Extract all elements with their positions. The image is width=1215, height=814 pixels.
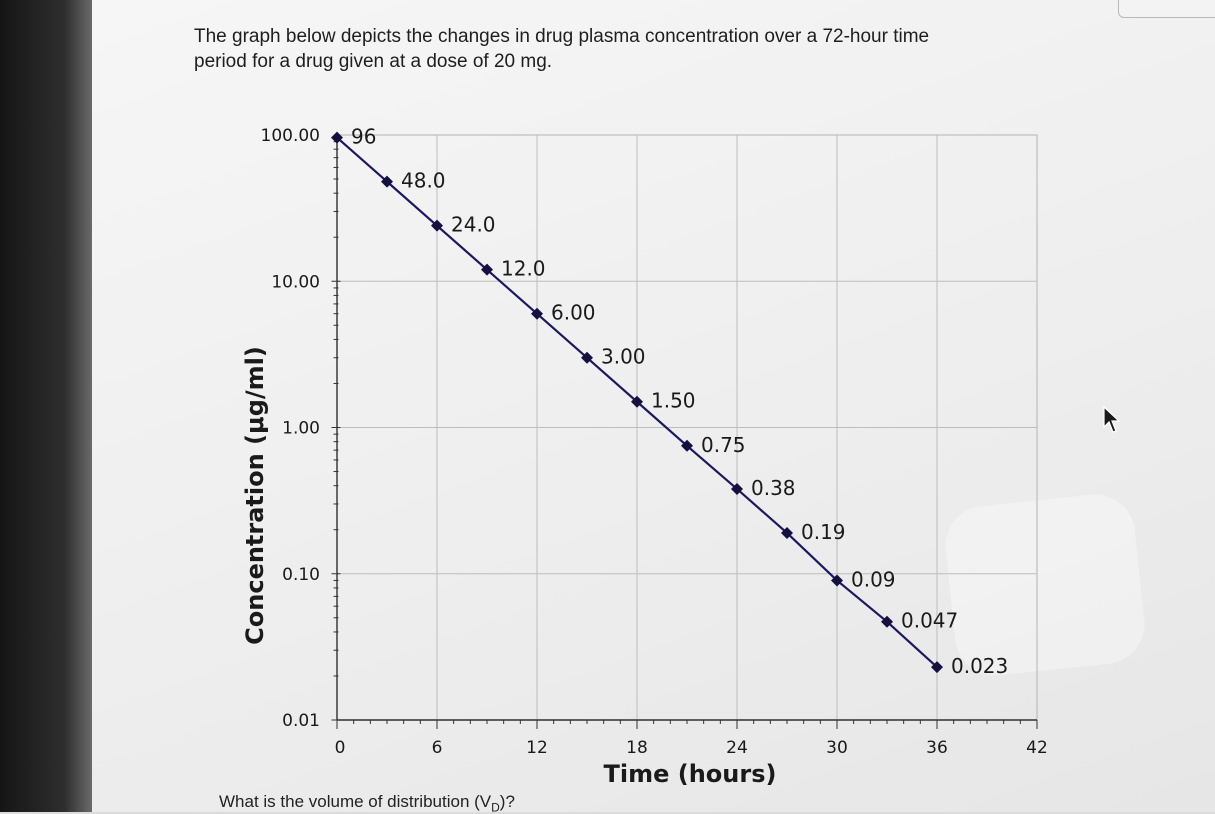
- data-label: 96: [351, 125, 376, 149]
- x-tick-label: 24: [726, 738, 748, 758]
- data-label: 48.0: [401, 169, 446, 193]
- data-point-marker: [331, 131, 343, 144]
- volume-question-subscript: D: [491, 800, 500, 814]
- volume-question: What is the volume of distribution (VD)?: [219, 792, 515, 814]
- data-point-marker: [931, 661, 943, 674]
- question-line-2: period for a drug given at a dose of 20 …: [194, 51, 553, 72]
- data-point-marker: [781, 526, 793, 539]
- dark-screen-edge: [0, 0, 92, 812]
- volume-question-suffix: )?: [499, 792, 515, 811]
- corner-button[interactable]: [1118, 0, 1215, 18]
- data-point-marker: [531, 307, 543, 320]
- data-label: 6.00: [551, 301, 596, 325]
- data-label: 0.047: [901, 609, 958, 633]
- data-label: 12.0: [501, 257, 546, 281]
- x-tick-label: 42: [1026, 738, 1048, 758]
- x-tick-label: 0: [335, 738, 346, 758]
- data-point-marker: [681, 439, 693, 452]
- data-point-marker: [581, 351, 593, 364]
- data-label: 1.50: [651, 389, 696, 413]
- data-label: 0.09: [851, 567, 896, 591]
- volume-question-prefix: What is the volume of distribution (V: [219, 792, 492, 811]
- data-point-marker: [831, 574, 843, 587]
- data-label: 24.0: [451, 213, 496, 237]
- data-point-marker: [431, 219, 443, 232]
- data-point-marker: [881, 615, 893, 628]
- data-point-marker: [731, 482, 743, 495]
- data-label: 0.75: [701, 433, 746, 457]
- y-tick-label: 10.00: [271, 272, 320, 292]
- y-tick-label: 0.10: [282, 565, 320, 585]
- y-tick-label: 1.00: [282, 419, 320, 439]
- y-tick-label: 100.00: [261, 126, 320, 146]
- data-point-marker: [381, 175, 393, 188]
- y-axis-title: Concentration (μg/ml): [241, 346, 269, 645]
- x-tick-label: 30: [826, 738, 848, 758]
- x-tick-label: 18: [626, 738, 648, 758]
- data-point-marker: [481, 263, 493, 276]
- data-label: 3.00: [601, 345, 646, 369]
- question-line-1: The graph below depicts the changes in d…: [194, 26, 930, 47]
- data-point-marker: [631, 395, 643, 408]
- y-tick-label: 0.01: [282, 711, 320, 731]
- x-axis-title: Time (hours): [604, 760, 777, 788]
- mouse-cursor-icon: [1103, 405, 1121, 433]
- x-tick-label: 36: [926, 738, 948, 758]
- x-tick-label: 12: [526, 738, 548, 758]
- x-tick-label: 6: [432, 738, 443, 758]
- question-text: The graph below depicts the changes in d…: [194, 24, 1054, 74]
- data-label: 0.38: [751, 476, 796, 500]
- data-label: 0.023: [951, 654, 1008, 678]
- data-label: 0.19: [801, 520, 846, 544]
